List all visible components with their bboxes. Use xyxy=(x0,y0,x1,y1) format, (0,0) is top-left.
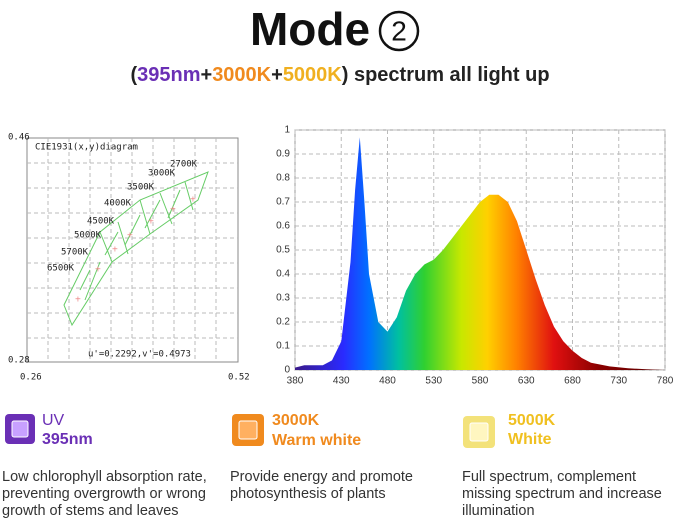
feature-text: Full spectrum, complement xyxy=(462,469,636,485)
badge-circle xyxy=(378,10,420,52)
y-tick-label: 0.6 xyxy=(276,221,290,232)
feature-detail: White xyxy=(508,431,552,448)
feature-text: illumination xyxy=(462,503,535,519)
cie-caption: CIE1931(x,y)diagram xyxy=(35,143,138,153)
cct-label: 6500K xyxy=(47,264,75,274)
y-tick-label: 0.2 xyxy=(276,317,290,328)
cie-tick: 0.52 xyxy=(228,373,250,383)
x-tick-label: 380 xyxy=(287,376,304,387)
svg-text:+: + xyxy=(190,195,196,206)
title: Mode xyxy=(250,3,370,55)
feature-text: missing spectrum and increase xyxy=(462,486,662,502)
svg-text:+: + xyxy=(112,245,118,256)
subtitle-part: + xyxy=(201,64,213,86)
y-tick-label: 1 xyxy=(284,125,290,136)
subtitle-part: ) spectrum all light up xyxy=(342,64,550,86)
cct-label: 4500K xyxy=(87,217,115,227)
uv-icon-core xyxy=(11,420,29,438)
x-tick-label: 530 xyxy=(425,376,442,387)
spectrum-area xyxy=(295,137,665,370)
feature-name: 5000K xyxy=(508,412,556,429)
x-tick-label: 780 xyxy=(657,376,674,387)
warm-icon-core xyxy=(238,420,258,440)
y-tick-label: 0.4 xyxy=(276,269,290,280)
spectrum-chart: 0 0.1 0.2 0.3 0.4 0.5 0.6 0.7 0.8 0.9 1 380 430 480 53… xyxy=(276,125,674,387)
white-icon-core xyxy=(469,422,489,442)
features: UV 395nm 3000K Warm white 5000K White xyxy=(5,412,556,449)
feature-text: photosynthesis of plants xyxy=(230,486,386,502)
feature-detail: 395nm xyxy=(42,431,93,448)
x-tick-label: 630 xyxy=(518,376,535,387)
svg-text:+: + xyxy=(127,231,133,242)
x-tick-label: 580 xyxy=(472,376,489,387)
svg-text:+: + xyxy=(148,217,154,228)
cct-label: 4000K xyxy=(104,199,132,209)
subtitle-part: 395nm xyxy=(137,64,200,86)
subtitle-part: + xyxy=(271,64,283,86)
y-tick-label: 0.8 xyxy=(276,173,290,184)
y-tick-label: 0.3 xyxy=(276,293,290,304)
y-tick-label: 0.1 xyxy=(276,341,290,352)
feature-name: 3000K xyxy=(272,412,320,429)
y-tick-label: 0.7 xyxy=(276,197,290,208)
cie-readout: u'=0.2292,v'=0.4973 xyxy=(88,350,191,360)
svg-text:+: + xyxy=(95,265,101,276)
subtitle-part: ( xyxy=(130,64,137,86)
feature-text: growth of stems and leaves xyxy=(2,503,179,519)
feature-name: UV xyxy=(42,412,65,429)
svg-text:+: + xyxy=(75,295,81,306)
subtitle-part: 3000K xyxy=(212,64,271,86)
cie-tick: 0.46 xyxy=(8,133,30,143)
subtitle: (395nm+3000K+5000K) spectrum all light u… xyxy=(130,64,549,86)
x-tick-label: 430 xyxy=(333,376,350,387)
x-tick-label: 480 xyxy=(379,376,396,387)
svg-text:+: + xyxy=(170,205,176,216)
cie-tick: 0.28 xyxy=(8,356,30,366)
x-tick-label: 680 xyxy=(564,376,581,387)
feature-text: Low chlorophyll absorption rate, xyxy=(2,469,207,485)
cct-label: 5000K xyxy=(74,231,102,241)
x-tick-label: 730 xyxy=(610,376,627,387)
feature-detail: Warm white xyxy=(272,432,361,449)
cie-diagram: +++++++ CIE1931(x,y)diagram 2700K 3000K … xyxy=(8,133,250,383)
feature-text: Provide energy and promote xyxy=(230,469,413,485)
cie-grid xyxy=(27,138,238,362)
y-tick-label: 0.5 xyxy=(276,245,290,256)
cct-label: 2700K xyxy=(170,160,198,170)
cct-label: 3500K xyxy=(127,183,155,193)
cie-tick: 0.26 xyxy=(20,373,42,383)
cct-label: 5700K xyxy=(61,248,89,258)
subtitle-part: 5000K xyxy=(283,64,342,86)
cie-quadrangles xyxy=(63,171,209,327)
cct-label: 3000K xyxy=(148,169,176,179)
y-tick-label: 0 xyxy=(284,365,290,376)
feature-text: preventing overgrowth or wrong xyxy=(2,486,206,502)
y-tick-label: 0.9 xyxy=(276,149,290,160)
cie-markers: + + + + + + + xyxy=(75,195,196,306)
badge: 2 xyxy=(391,15,407,46)
